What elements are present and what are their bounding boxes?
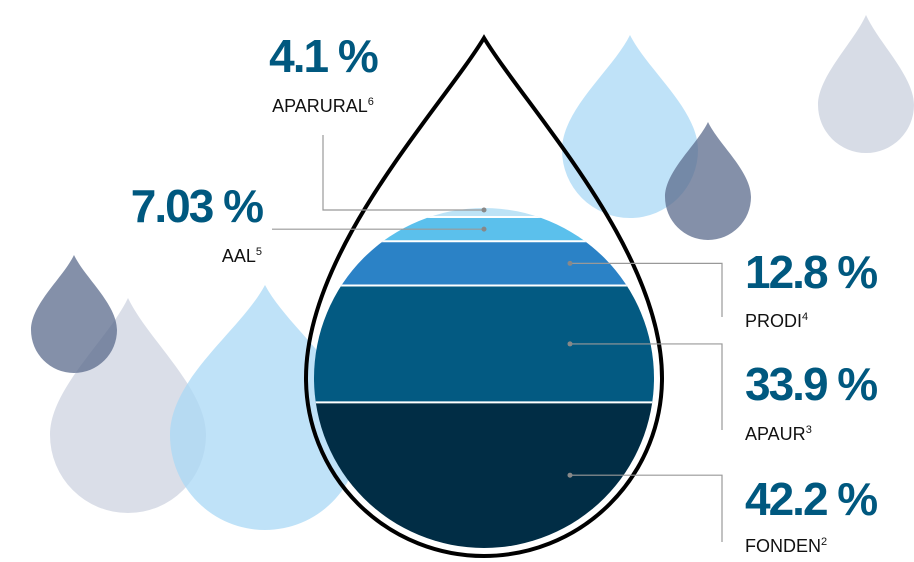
category-label: APARURAL6 xyxy=(272,96,374,116)
footnote-mark: 5 xyxy=(256,246,262,258)
value-label: 42.2 % xyxy=(745,473,877,525)
deco-drop xyxy=(31,255,117,373)
category-label: FONDEN2 xyxy=(745,536,827,556)
leader-line xyxy=(570,262,723,317)
value-label: 12.8 % xyxy=(745,246,877,298)
footnote-mark: 2 xyxy=(821,536,827,548)
deco-drop xyxy=(170,285,360,530)
leader-dot xyxy=(481,226,487,232)
leader-dot xyxy=(567,260,573,266)
category-label: PRODI4 xyxy=(745,311,808,331)
deco-drop xyxy=(818,15,914,153)
leader-line xyxy=(570,343,723,430)
footnote-mark: 3 xyxy=(806,424,812,436)
category-label: APAUR3 xyxy=(745,424,812,444)
decorative-drops xyxy=(31,15,914,530)
category-name: PRODI xyxy=(745,311,802,331)
leader-line xyxy=(322,135,484,211)
value-label: 7.03 % xyxy=(131,180,263,232)
labels: 42.2 % FONDEN2 33.9 % APAUR3 12.8 % PRODI4 7.0… xyxy=(131,30,880,556)
deco-drop xyxy=(562,35,698,218)
category-name: APARURAL xyxy=(272,96,368,116)
value-label: 4.1 % xyxy=(269,30,378,82)
footnote-mark: 4 xyxy=(802,311,808,323)
deco-drop xyxy=(50,298,206,513)
footnote-mark: 6 xyxy=(368,96,374,108)
leader-dot xyxy=(481,207,487,213)
category-name: APAUR xyxy=(745,424,806,444)
band xyxy=(314,208,654,218)
leader-dot xyxy=(567,472,573,478)
category-label: AAL5 xyxy=(222,246,262,266)
deco-drop xyxy=(665,122,751,240)
category-name: AAL xyxy=(222,246,256,266)
category-name: FONDEN xyxy=(745,536,821,556)
leader-line xyxy=(570,474,723,542)
value-label: 33.9 % xyxy=(745,358,877,410)
drop-outline xyxy=(303,34,665,558)
leader-dot xyxy=(567,341,573,347)
